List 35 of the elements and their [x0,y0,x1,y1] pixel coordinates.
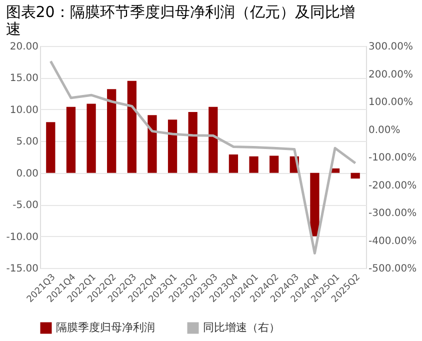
bar [107,89,116,173]
bar [46,122,56,173]
legend-label: 同比增速（右） [203,321,280,334]
y-tick-label: -10.00 [6,232,38,243]
bar [208,106,218,173]
y-tick-label: 10.00 [10,104,38,116]
y2-tick-label: -400.00% [368,236,417,247]
bar [66,106,76,173]
bar [310,172,320,236]
y2-tick-label: -300.00% [368,208,417,219]
y2-tick-label: 0.00% [368,124,400,136]
bar [249,156,258,173]
line-series [49,60,357,255]
y-tick-label: -15.00 [6,264,38,274]
y2-tick-label: 100.00% [368,97,413,108]
bar [127,80,136,173]
bar [168,120,178,173]
y-tick-label: -5.00 [12,200,38,212]
bar [350,172,360,179]
y2-tick-label: -500.00% [368,264,417,274]
y2-tick-label: -100.00% [368,152,417,164]
legend-label: 隔膜季度归母净利润 [56,321,155,334]
y2-tick-label: -200.00% [368,180,417,192]
y-tick-label: 20.00 [10,42,38,52]
bar [86,104,96,173]
y2-tick-label: 200.00% [368,69,413,80]
bar [188,112,198,173]
chart-title: 图表20：隔膜环节季度归母净利润（亿元）及同比增速 [6,3,355,38]
y-tick-label: 0.00 [16,168,38,180]
y2-tick-label: 300.00% [368,42,413,52]
bar [148,115,157,173]
bar [228,154,238,173]
bar [270,156,279,173]
y-tick-label: 15.00 [10,73,38,84]
y-tick-label: 5.00 [16,136,38,148]
